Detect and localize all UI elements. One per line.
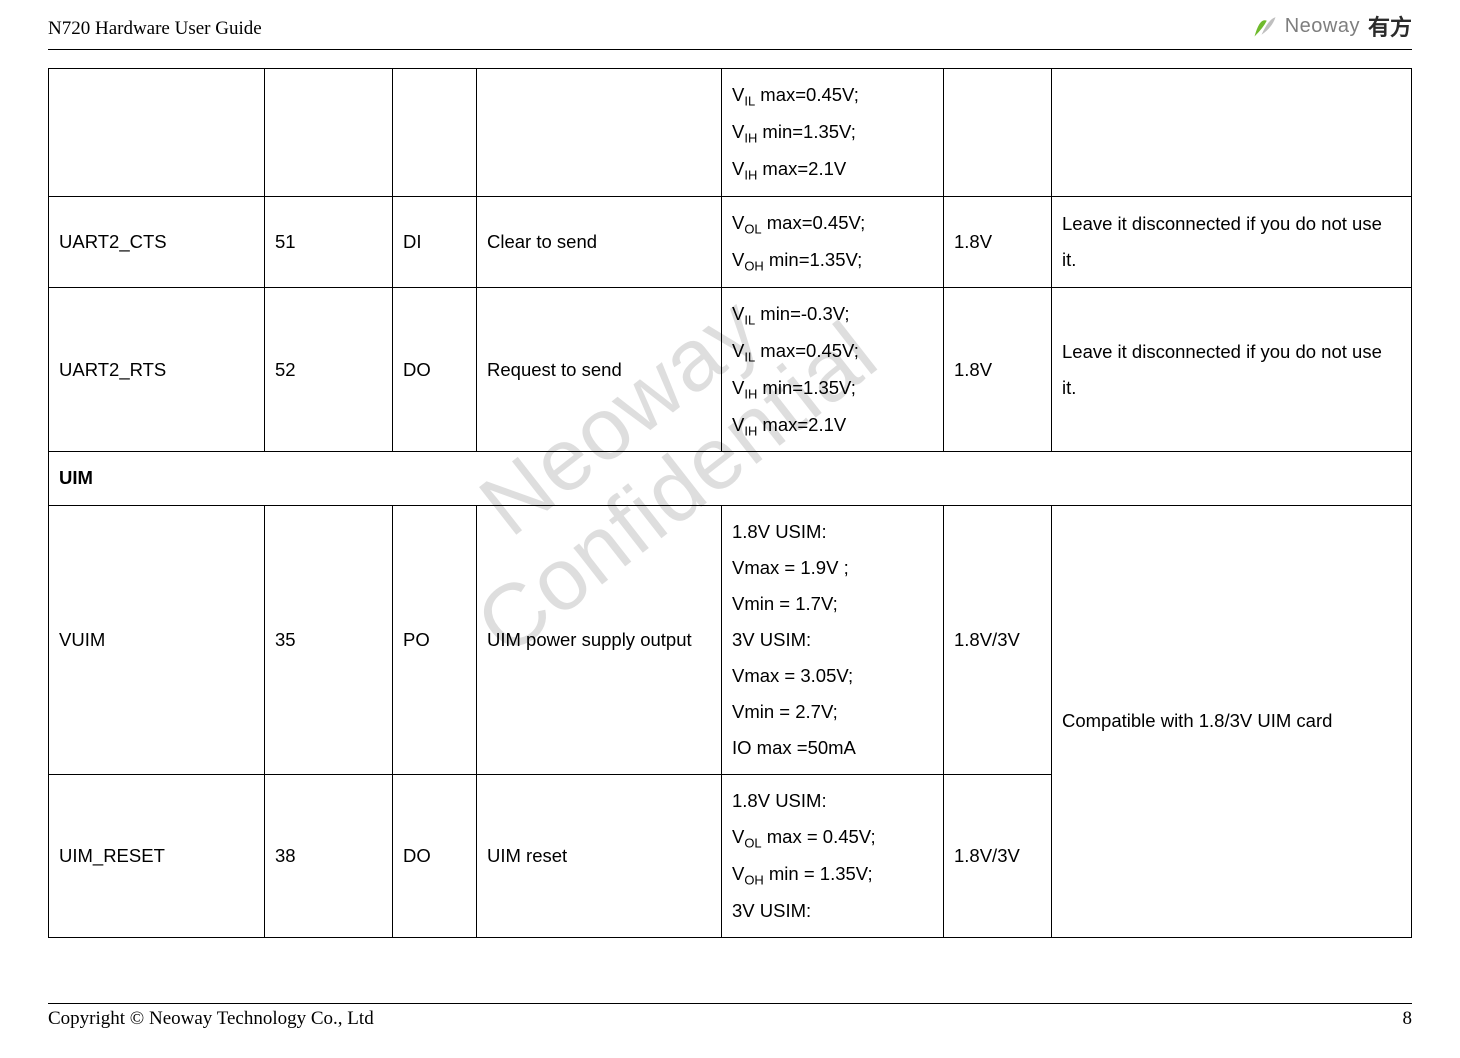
doc-title: N720 Hardware User Guide bbox=[48, 10, 262, 40]
cell-io: DO bbox=[393, 774, 477, 937]
table-row: UART2_RTS52DORequest to sendVIL min=-0.3… bbox=[49, 287, 1412, 452]
cell-func: Request to send bbox=[477, 287, 722, 452]
cell-name: UART2_CTS bbox=[49, 196, 265, 287]
page-footer: Copyright © Neoway Technology Co., Ltd 8 bbox=[48, 1003, 1412, 1030]
cell-pin: 52 bbox=[265, 287, 393, 452]
cell-pin bbox=[265, 69, 393, 197]
page-header: N720 Hardware User Guide Neoway 有方 bbox=[48, 10, 1412, 50]
cell-remark: Leave it disconnected if you do not use … bbox=[1052, 287, 1412, 452]
cell-io: DO bbox=[393, 287, 477, 452]
cell-remark: Compatible with 1.8/3V UIM card bbox=[1052, 505, 1412, 937]
section-row: UIM bbox=[49, 452, 1412, 505]
logo-mark-icon bbox=[1251, 12, 1279, 40]
cell-level: 1.8V bbox=[944, 196, 1052, 287]
cell-pin: 38 bbox=[265, 774, 393, 937]
table-row: UART2_CTS51DIClear to sendVOL max=0.45V;… bbox=[49, 196, 1412, 287]
brand-logo: Neoway 有方 bbox=[1251, 10, 1412, 42]
cell-dc: 1.8V USIM:VOL max = 0.45V;VOH min = 1.35… bbox=[722, 774, 944, 937]
logo-text-en: Neoway bbox=[1285, 15, 1360, 38]
section-label: UIM bbox=[49, 452, 1412, 505]
cell-dc: VIL min=-0.3V;VIL max=0.45V;VIH min=1.35… bbox=[722, 287, 944, 452]
cell-level bbox=[944, 69, 1052, 197]
cell-func: Clear to send bbox=[477, 196, 722, 287]
cell-level: 1.8V/3V bbox=[944, 505, 1052, 774]
cell-func bbox=[477, 69, 722, 197]
cell-pin: 35 bbox=[265, 505, 393, 774]
table-row: VIL max=0.45V;VIH min=1.35V;VIH max=2.1V bbox=[49, 69, 1412, 197]
cell-name bbox=[49, 69, 265, 197]
cell-name: VUIM bbox=[49, 505, 265, 774]
cell-remark bbox=[1052, 69, 1412, 197]
logo-text-cn: 有方 bbox=[1368, 10, 1412, 42]
cell-func: UIM power supply output bbox=[477, 505, 722, 774]
cell-dc: VOL max=0.45V;VOH min=1.35V; bbox=[722, 196, 944, 287]
cell-level: 1.8V bbox=[944, 287, 1052, 452]
copyright-text: Copyright © Neoway Technology Co., Ltd bbox=[48, 1008, 374, 1030]
cell-io: DI bbox=[393, 196, 477, 287]
cell-name: UART2_RTS bbox=[49, 287, 265, 452]
cell-pin: 51 bbox=[265, 196, 393, 287]
cell-io: PO bbox=[393, 505, 477, 774]
cell-level: 1.8V/3V bbox=[944, 774, 1052, 937]
cell-dc: 1.8V USIM:Vmax = 1.9V ;Vmin = 1.7V;3V US… bbox=[722, 505, 944, 774]
page-number: 8 bbox=[1403, 1008, 1413, 1030]
cell-io bbox=[393, 69, 477, 197]
spec-table: VIL max=0.45V;VIH min=1.35V;VIH max=2.1V… bbox=[48, 68, 1412, 938]
cell-func: UIM reset bbox=[477, 774, 722, 937]
table-row: VUIM35POUIM power supply output1.8V USIM… bbox=[49, 505, 1412, 774]
cell-name: UIM_RESET bbox=[49, 774, 265, 937]
cell-dc: VIL max=0.45V;VIH min=1.35V;VIH max=2.1V bbox=[722, 69, 944, 197]
cell-remark: Leave it disconnected if you do not use … bbox=[1052, 196, 1412, 287]
